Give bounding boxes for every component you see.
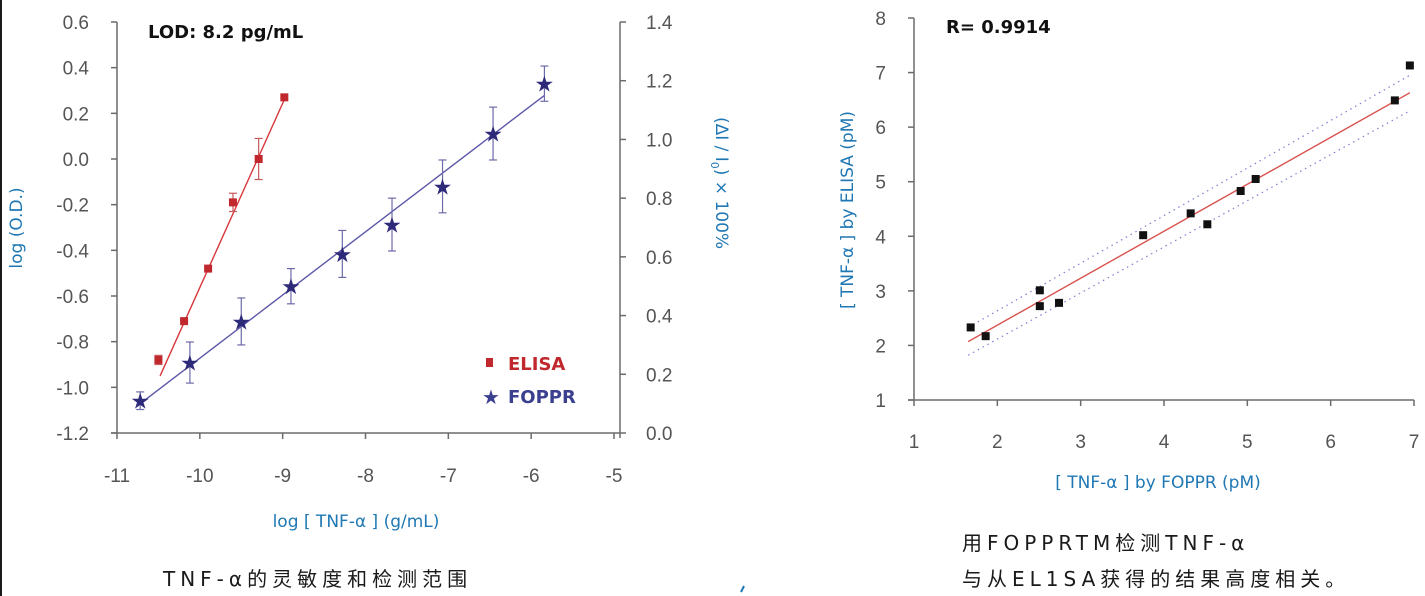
y-tick-label-left: -0.2 [56, 196, 89, 217]
x-tick-label-left: -5 [606, 466, 623, 487]
elisa-point [180, 317, 189, 326]
x-tick-label-right-chart: 2 [992, 432, 1003, 453]
y-tick-label-left: 0.6 [63, 13, 89, 34]
y-tick-label-right-chart: 7 [875, 64, 886, 85]
y-tick-label-right-chart: 5 [875, 173, 886, 194]
x-tick-label-left: -11 [104, 466, 130, 487]
correlation-chart: 8 7 6 5 4 3 2 1 1 2 3 4 5 6 7 R= 0.9914 [ TNF-α ] by F… [838, 9, 1419, 493]
sensitivity-axes: 0.6 0.4 0.2 0.0 -0.2 -0.4 -0.6 -0.8 -1.0 -1.2 1.4 1… [56, 13, 673, 487]
legend-square-icon [486, 358, 493, 367]
y-tick-label-right: 1.0 [646, 130, 672, 151]
chart-legend: ELISA ★ FOPPR [482, 354, 576, 409]
elisa-point [254, 155, 263, 163]
y-tick-label-right-chart: 8 [875, 9, 886, 30]
y-axis-title-left: log (O.D.) [7, 187, 27, 268]
x-tick-label-right-chart: 7 [1409, 432, 1420, 453]
y-tick-label-right-chart: 4 [875, 227, 886, 248]
x-tick-label-left: -8 [357, 466, 374, 487]
legend-label-foppr: FOPPR [508, 387, 576, 408]
correlation-point [1251, 174, 1260, 183]
frame-edge [0, 0, 2, 596]
x-tick-label-right-chart: 4 [1159, 432, 1170, 453]
x-axis-title-left: log [ TNF-α ] (g/mL) [273, 512, 440, 532]
x-tick-label-left: -6 [523, 466, 540, 487]
correlation-axes: 8 7 6 5 4 3 2 1 1 2 3 4 5 6 7 [875, 9, 1419, 453]
stray-mark [740, 585, 745, 593]
caption-left: TNF-α的灵敏度和检测范围 [163, 567, 473, 591]
y-axis-title-right: (ΔI / I0) × 100% [708, 117, 731, 249]
correlation-point [1139, 231, 1148, 240]
correlation-point [1186, 209, 1195, 218]
x-tick-label-right-chart: 6 [1325, 432, 1336, 453]
r-value-annotation: R= 0.9914 [946, 17, 1051, 38]
y-tick-label-right-chart: 3 [875, 282, 886, 303]
correlation-point [1405, 61, 1414, 70]
y-tick-label-right-chart: 2 [875, 336, 886, 357]
legend-star-icon: ★ [482, 387, 500, 409]
x-tick-label-left: -7 [440, 466, 457, 487]
foppr-point: ★ [130, 390, 150, 415]
foppr-point: ★ [535, 73, 555, 98]
legend-label-elisa: ELISA [508, 354, 565, 375]
caption-right-line1: 用FOPPRTM检测TNF-α [962, 531, 1250, 555]
y-tick-label-left: 0.4 [63, 59, 90, 80]
caption-right-line2: 与从EL1SA获得的结果高度相关。 [962, 567, 1351, 591]
elisa-point [204, 264, 213, 273]
y-axis-title-right-chart: [ TNF-α ] by ELISA (pM) [838, 111, 858, 309]
y-tick-label-right: 0.0 [646, 424, 672, 445]
confidence-band-line [967, 110, 1411, 356]
correlation-point [966, 323, 975, 332]
x-tick-label-right-chart: 3 [1075, 432, 1086, 453]
foppr-point: ★ [332, 243, 352, 268]
correlation-point [1035, 302, 1044, 311]
svg-text:(ΔI / I0) × 100%: (ΔI / I0) × 100% [708, 117, 731, 249]
correlation-point [1236, 186, 1245, 195]
foppr-point: ★ [281, 275, 301, 300]
foppr-point: ★ [382, 214, 402, 239]
x-axis-title-right: [ TNF-α ] by FOPPR (pM) [1055, 473, 1261, 493]
confidence-band-line [967, 74, 1411, 328]
foppr-point: ★ [180, 352, 200, 377]
y-tick-label-left: 0.0 [63, 150, 89, 171]
correlation-point [1035, 286, 1044, 295]
foppr-point: ★ [433, 175, 453, 200]
correlation-point [981, 332, 990, 341]
y-tick-label-left: -0.6 [56, 287, 89, 308]
elisa-point [228, 198, 237, 207]
sensitivity-chart: 0.6 0.4 0.2 0.0 -0.2 -0.4 -0.6 -0.8 -1.0 -1.2 1.4 1… [7, 13, 731, 532]
y-tick-label-right-chart: 1 [875, 391, 886, 412]
y-tick-label-left: -0.8 [56, 333, 89, 354]
y-tick-label-right: 1.2 [646, 72, 672, 93]
x-tick-label-left: -9 [274, 466, 291, 487]
elisa-point [154, 355, 163, 364]
correlation-point [1055, 298, 1063, 307]
correlation-data-points [966, 61, 1414, 341]
y-tick-label-left: -0.4 [56, 241, 89, 262]
foppr-point: ★ [231, 310, 251, 335]
y-tick-label-left: -1.2 [56, 424, 89, 445]
y-tick-label-right: 0.2 [646, 365, 672, 386]
y-tick-label-right: 1.4 [646, 13, 673, 34]
foppr-point: ★ [483, 123, 503, 148]
correlation-point [1390, 96, 1399, 105]
elisa-point [280, 93, 289, 102]
lod-annotation: LOD: 8.2 pg/mL [148, 22, 303, 43]
sensitivity-data-points: ★ ★ ★ ★ ★ ★ ★ ★ ★ [130, 65, 555, 415]
y-tick-label-right: 0.6 [646, 248, 672, 269]
y-tick-label-left: -1.0 [56, 378, 89, 399]
x-tick-label-right-chart: 1 [909, 432, 920, 453]
y-tick-label-left: 0.2 [63, 104, 89, 125]
x-tick-label-right-chart: 5 [1242, 432, 1253, 453]
x-tick-label-left: -10 [186, 466, 213, 487]
y-tick-label-right: 0.8 [646, 189, 672, 210]
correlation-point [1203, 220, 1212, 229]
y-tick-label-right: 0.4 [646, 307, 673, 328]
y-tick-label-right-chart: 6 [875, 118, 886, 139]
